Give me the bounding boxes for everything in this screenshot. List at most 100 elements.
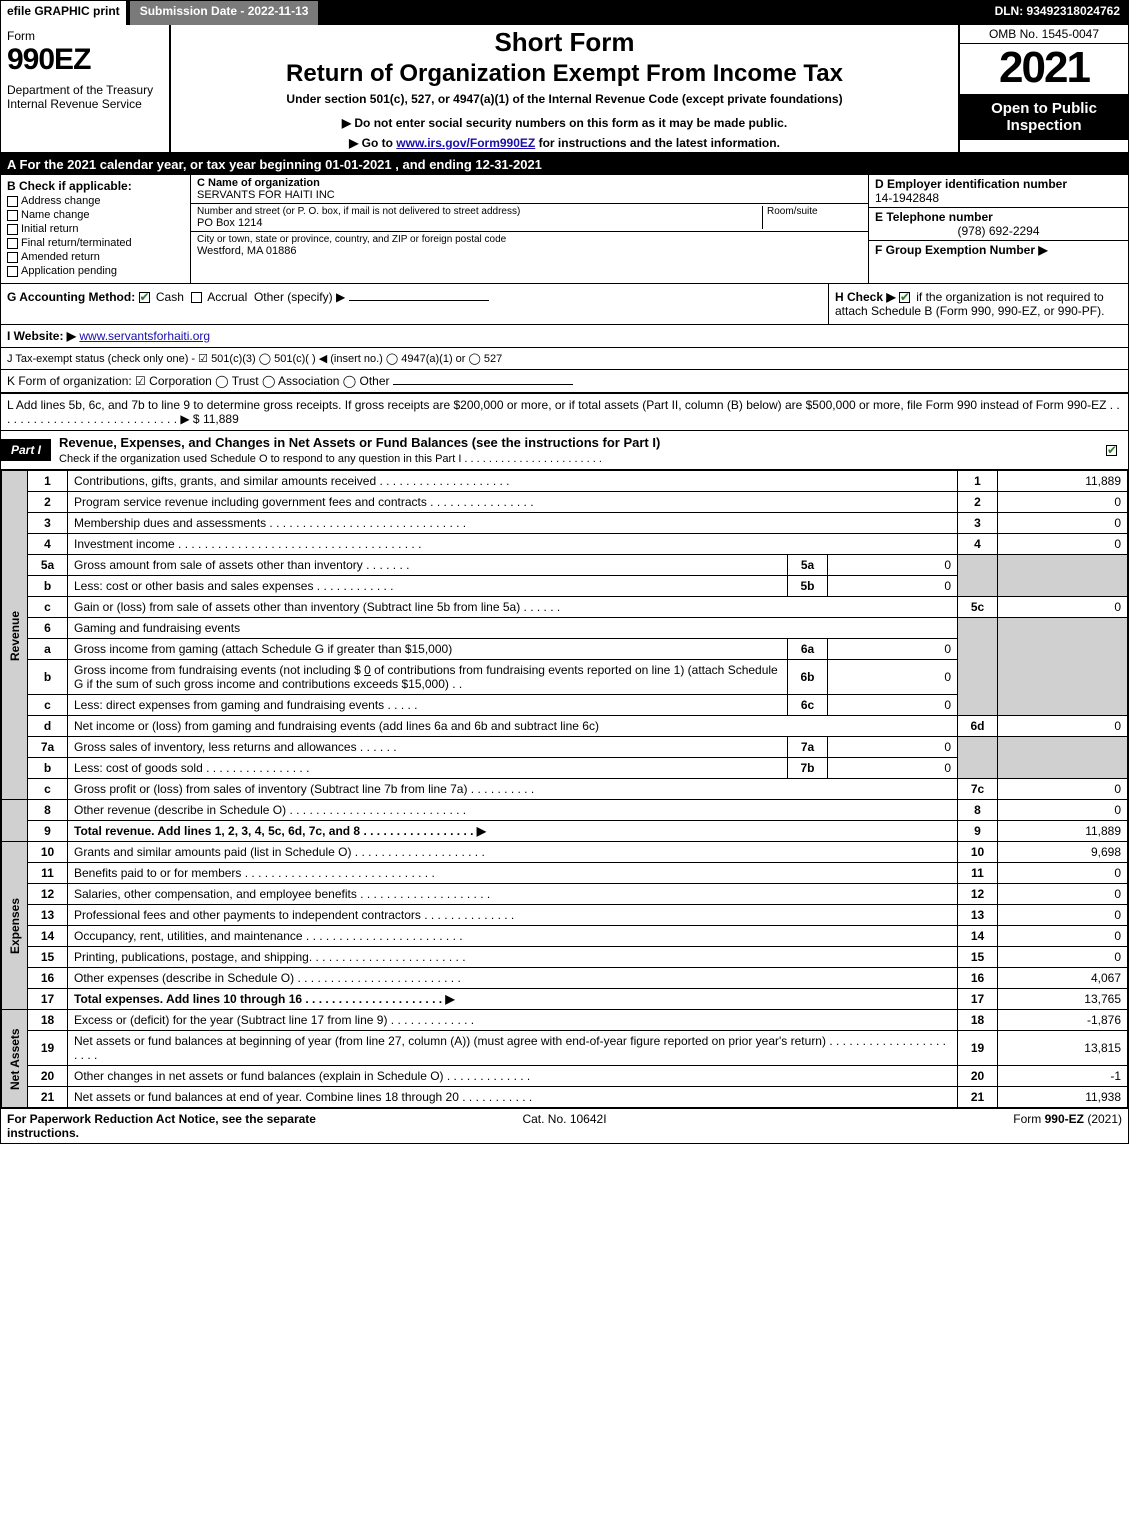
phone-cell: E Telephone number (978) 692-2294 [869, 208, 1128, 241]
net-assets-side-label: Net Assets [2, 1010, 28, 1108]
ssn-warning: ▶ Do not enter social security numbers o… [179, 116, 950, 130]
row-k-org-form: K Form of organization: ☑ Corporation ◯ … [1, 370, 1128, 394]
row-g-h: G Accounting Method: Cash Accrual Other … [1, 284, 1128, 325]
line-13-value: 0 [998, 905, 1128, 926]
department-label: Department of the Treasury Internal Reve… [7, 83, 163, 111]
city-label: City or town, state or province, country… [197, 234, 862, 245]
line-2-value: 0 [998, 492, 1128, 513]
line-15-value: 0 [998, 947, 1128, 968]
line-5a-value: 0 [828, 555, 958, 576]
row-i-website: I Website: ▶ www.servantsforhaiti.org [1, 325, 1128, 348]
website-label: I Website: ▶ [7, 329, 76, 343]
checkbox-final-return[interactable]: Final return/terminated [7, 237, 184, 249]
topbar: efile GRAPHIC print Submission Date - 20… [1, 1, 1128, 25]
header-left: Form 990EZ Department of the Treasury In… [1, 25, 171, 152]
section-b-checkboxes: B Check if applicable: Address change Na… [1, 175, 191, 283]
revenue-expenses-table: Revenue 1 Contributions, gifts, grants, … [1, 470, 1128, 1108]
form-container: efile GRAPHIC print Submission Date - 20… [0, 0, 1129, 1144]
goto-suffix: for instructions and the latest informat… [535, 136, 780, 150]
tax-year: 2021 [960, 44, 1128, 94]
goto-instructions: ▶ Go to www.irs.gov/Form990EZ for instru… [179, 136, 950, 150]
open-public-inspection: Open to Public Inspection [960, 94, 1128, 140]
line-10-value: 9,698 [998, 842, 1128, 863]
line-6d-value: 0 [998, 716, 1128, 737]
short-form-title: Short Form [179, 27, 950, 58]
paperwork-notice: For Paperwork Reduction Act Notice, see … [7, 1112, 379, 1140]
schedule-b-check: H Check ▶ if the organization is not req… [828, 284, 1128, 324]
irs-link[interactable]: www.irs.gov/Form990EZ [396, 136, 535, 150]
checkbox-address-change[interactable]: Address change [7, 195, 184, 207]
line-12-value: 0 [998, 884, 1128, 905]
group-exemption-cell: F Group Exemption Number ▶ [869, 241, 1128, 283]
submission-date: Submission Date - 2022-11-13 [128, 1, 321, 25]
section-c-org-info: C Name of organization SERVANTS FOR HAIT… [191, 175, 868, 283]
group-exemption-label: F Group Exemption Number ▶ [875, 243, 1122, 257]
checkbox-name-change[interactable]: Name change [7, 209, 184, 221]
line-7a-value: 0 [828, 737, 958, 758]
checkbox-application-pending[interactable]: Application pending [7, 265, 184, 277]
line-19-value: 13,815 [998, 1031, 1128, 1066]
ein-value: 14-1942848 [875, 191, 1122, 205]
org-name-row: C Name of organization SERVANTS FOR HAIT… [191, 175, 868, 204]
accounting-method: G Accounting Method: Cash Accrual Other … [1, 284, 828, 324]
checkbox-initial-return[interactable]: Initial return [7, 223, 184, 235]
part-1-schedule-o-check[interactable] [1106, 443, 1128, 457]
line-14-value: 0 [998, 926, 1128, 947]
part-1-header: Part I Revenue, Expenses, and Changes in… [1, 431, 1128, 470]
part-1-title: Revenue, Expenses, and Changes in Net As… [59, 431, 1106, 469]
catalog-number: Cat. No. 10642I [379, 1112, 751, 1140]
line-20-value: -1 [998, 1066, 1128, 1087]
expenses-side-label: Expenses [2, 842, 28, 1010]
form-number: 990EZ [7, 43, 163, 77]
line-9-value: 11,889 [998, 821, 1128, 842]
goto-prefix: ▶ Go to [349, 136, 396, 150]
line-17-value: 13,765 [998, 989, 1128, 1010]
room-suite-label: Room/suite [767, 206, 862, 217]
line-1-value: 11,889 [998, 471, 1128, 492]
under-section-text: Under section 501(c), 527, or 4947(a)(1)… [179, 92, 950, 106]
row-j-tax-exempt: J Tax-exempt status (check only one) - ☑… [1, 348, 1128, 370]
street-label: Number and street (or P. O. box, if mail… [197, 206, 762, 217]
checkbox-accrual[interactable] [191, 292, 202, 303]
line-5c-value: 0 [998, 597, 1128, 618]
omb-number: OMB No. 1545-0047 [960, 25, 1128, 44]
line-a-tax-year: A For the 2021 calendar year, or tax yea… [1, 154, 1128, 175]
gross-receipts-value: 11,889 [203, 412, 239, 426]
efile-print-label: efile GRAPHIC print [1, 1, 128, 25]
ein-cell: D Employer identification number 14-1942… [869, 175, 1128, 208]
other-method-input[interactable] [349, 300, 489, 301]
h-prefix: H Check ▶ [835, 290, 899, 304]
identity-section: B Check if applicable: Address change Na… [1, 175, 1128, 284]
city-row: City or town, state or province, country… [191, 232, 868, 259]
line-18-value: -1,876 [998, 1010, 1128, 1031]
form-version: Form 990-EZ (2021) [750, 1112, 1122, 1140]
other-org-form-input[interactable] [393, 384, 573, 385]
line-8-value: 0 [998, 800, 1128, 821]
line-4-value: 0 [998, 534, 1128, 555]
website-link[interactable]: www.servantsforhaiti.org [79, 329, 210, 343]
checkbox-schedule-b[interactable] [899, 292, 910, 303]
street-value: PO Box 1214 [197, 217, 762, 229]
line-16-value: 4,067 [998, 968, 1128, 989]
section-d-ein: D Employer identification number 14-1942… [868, 175, 1128, 283]
phone-label: E Telephone number [875, 210, 1122, 224]
phone-value: (978) 692-2294 [875, 224, 1122, 238]
checkbox-amended-return[interactable]: Amended return [7, 251, 184, 263]
row-l-gross-receipts: L Add lines 5b, 6c, and 7b to line 9 to … [1, 394, 1128, 431]
line-11-value: 0 [998, 863, 1128, 884]
topbar-spacer [320, 1, 986, 25]
line-5b-value: 0 [828, 576, 958, 597]
line-6c-value: 0 [828, 695, 958, 716]
ein-label: D Employer identification number [875, 177, 1122, 191]
dln-label: DLN: 93492318024762 [987, 1, 1128, 25]
line-7c-value: 0 [998, 779, 1128, 800]
revenue-side-label: Revenue [2, 471, 28, 800]
main-title: Return of Organization Exempt From Incom… [179, 60, 950, 88]
part-1-tag: Part I [1, 439, 51, 461]
org-name-value: SERVANTS FOR HAITI INC [197, 189, 862, 201]
street-row: Number and street (or P. O. box, if mail… [191, 204, 868, 232]
line-6a-value: 0 [828, 639, 958, 660]
header-right: OMB No. 1545-0047 2021 Open to Public In… [958, 25, 1128, 152]
line-6b-value: 0 [828, 660, 958, 695]
checkbox-cash[interactable] [139, 292, 150, 303]
